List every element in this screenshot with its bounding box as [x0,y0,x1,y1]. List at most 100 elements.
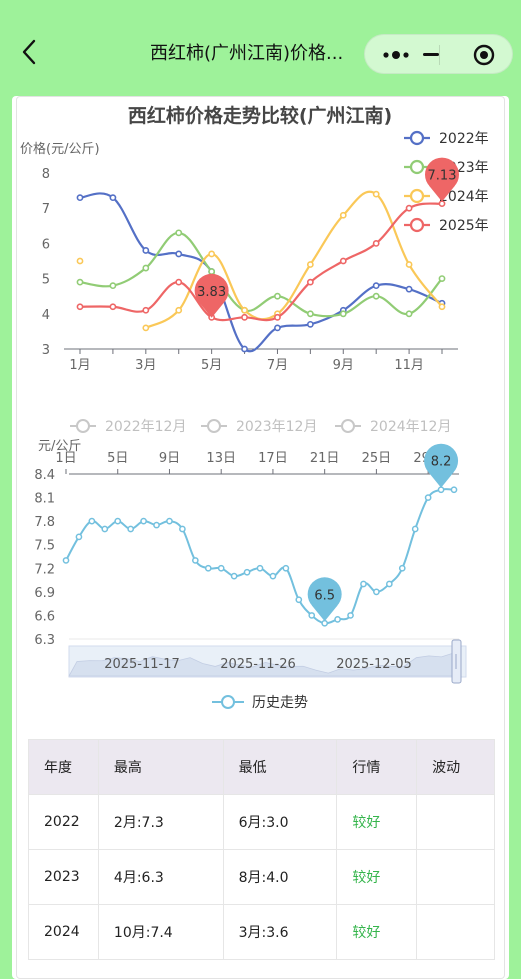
table-header-cell: 最低 [222,739,338,795]
table-cell-year: 2024 [28,904,99,960]
data-point [274,324,281,332]
legend-item: 2024年 [404,188,489,205]
data-point [372,292,380,300]
data-point [373,588,380,596]
data-point [241,313,248,321]
data-point [321,619,329,627]
data-point [306,320,314,328]
table-row: 2022 2月:7.3 6月:3.0 较好 [28,794,495,850]
more-dots-icon[interactable] [379,45,413,65]
table-cell-high: 10月:7.4 [97,904,224,960]
y-tick-label: 6.9 [34,586,55,601]
data-point [339,310,347,318]
legend-marker [409,217,425,233]
x-tick-label: 17日 [258,451,288,466]
data-point [241,306,248,314]
data-point [204,564,212,572]
legend-marker [207,419,221,433]
x-tick-label: 9月 [333,358,354,373]
data-point [241,345,248,353]
data-point [438,275,446,282]
x-tick-label: 7月 [267,358,288,373]
data-point [230,572,238,580]
minimize-icon[interactable] [423,53,439,56]
data-zoom-slider[interactable]: 2025-11-17 2025-11-26 2025-12-05 [68,639,467,684]
data-point [372,282,380,290]
table-cell-market: 较好 [336,849,418,905]
chart-title: 西红柿价格走势比较(广州江南) [128,104,392,127]
data-point [269,572,277,580]
table-cell-high: 2月:7.3 [97,794,224,850]
slider-date-label: 2025-12-05 [336,657,412,672]
series-line [79,231,443,318]
x-tick-label: 5日 [107,451,128,466]
table-cell-year: 2022 [28,794,99,850]
series-line [145,190,443,329]
data-point [153,521,160,529]
legend-marker [409,188,425,204]
data-point [88,517,96,525]
y-tick-label: 7.8 [34,515,55,530]
data-point [114,517,122,525]
data-point [437,486,445,494]
table-header-cell: 行情 [336,739,418,795]
x-tick-label: 11月 [394,358,424,373]
data-point [76,194,84,202]
y-tick-label: 8.1 [34,492,55,507]
table-cell-volatility [416,849,495,905]
target-close-icon[interactable] [473,44,495,66]
data-point [385,580,393,588]
data-point [339,211,347,219]
data-point [140,517,147,525]
data-point [208,268,216,275]
table-cell-volatility [416,794,495,850]
legend-label: 2024年 [439,189,489,205]
data-point [450,486,458,494]
y-tick-label: 4 [42,308,50,323]
data-point [372,190,380,198]
table-header-cell: 年度 [28,739,99,795]
data-point [405,261,413,268]
x-tick-label: 13日 [206,451,236,466]
data-point [62,557,70,564]
pin-label: 8.2 [431,455,452,470]
data-point [76,303,84,311]
data-point [142,306,150,314]
pin-head [424,443,459,478]
y-tick-label: 7.2 [34,562,55,577]
markpoint-pin: 3.83 [194,273,229,318]
legend-label: 2025年 [439,218,489,234]
y-tick-label: 3 [42,343,50,358]
data-point [76,257,84,265]
data-point [438,303,446,311]
chevron-left-icon[interactable] [14,36,44,68]
data-point [411,525,419,533]
page-title: 西红柿(广州江南)价格... [150,43,344,64]
data-point [256,564,264,572]
data-point [243,568,251,576]
table-cell-low: 6月:3.0 [222,794,338,850]
data-point [405,204,413,212]
legend-item: 2025年 [404,217,489,234]
table-cell-high: 4月:6.3 [97,849,224,905]
data-point [274,292,281,300]
data-point [405,310,413,318]
data-point [306,261,314,268]
legend-marker [341,419,355,433]
legend-item-disabled: 2022年12月 [70,419,186,435]
data-point [339,257,347,265]
data-point [179,525,186,533]
data-point [175,250,183,258]
data-point [347,612,354,619]
y-tick-label: 7.5 [34,539,55,554]
table-cell-market: 较好 [336,794,418,850]
data-point [175,278,183,286]
y-tick-label: 6.3 [34,633,55,648]
x-tick-label: 1月 [69,358,90,373]
capsule-divider [439,45,440,65]
x-tick-label: 5月 [201,358,222,373]
data-point [76,278,84,286]
data-point [191,557,199,564]
data-point [166,517,173,525]
